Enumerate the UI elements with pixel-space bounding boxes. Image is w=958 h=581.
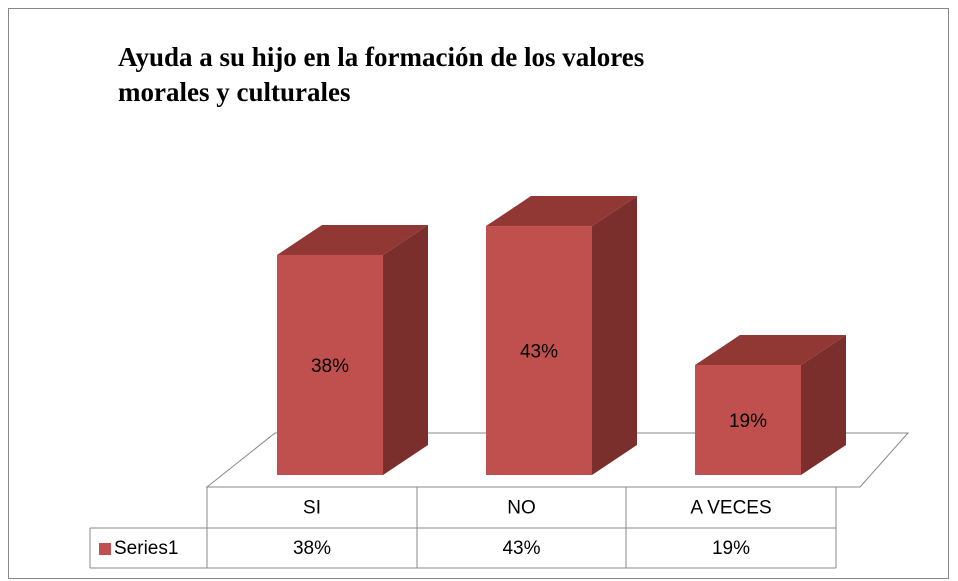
bar [277, 254, 383, 475]
bar-side [592, 196, 637, 475]
legend-swatch [99, 543, 111, 555]
data-table-grid [89, 486, 837, 569]
bar-top [277, 224, 428, 255]
x-tick-label: SI [303, 498, 321, 519]
x-tick-label: NO [507, 498, 536, 519]
data-table-cell: 19% [712, 538, 750, 559]
data-table-cell: 43% [502, 538, 540, 559]
bar [486, 226, 592, 475]
bar-side [383, 224, 428, 475]
x-tick-label: A VECES [690, 498, 771, 519]
data-label: 43% [520, 342, 558, 363]
legend-label: Series1 [114, 538, 178, 559]
chart-title: Ayuda a su hijo en la formación de los v… [118, 42, 644, 107]
bar-side [801, 334, 846, 475]
data-table-cell: 38% [293, 538, 331, 559]
bar-top [486, 196, 637, 227]
data-label: 38% [311, 356, 349, 377]
bar [695, 364, 801, 475]
bar-top [695, 334, 846, 365]
data-label: 19% [729, 411, 767, 432]
